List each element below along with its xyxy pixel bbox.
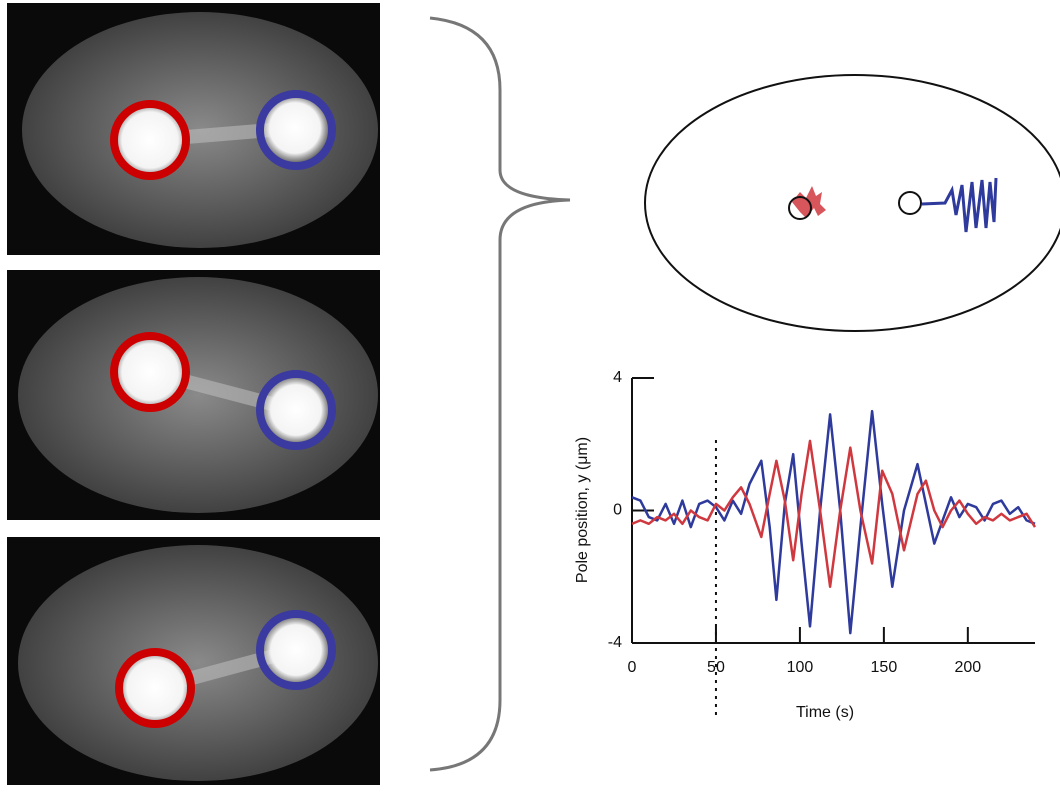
series-line bbox=[631, 439, 1037, 588]
trajectory-plot bbox=[644, 74, 1060, 332]
y-tick-label: 0 bbox=[613, 502, 622, 519]
series-line bbox=[631, 409, 1036, 635]
y-tick-label: -4 bbox=[608, 634, 622, 651]
micrograph bbox=[7, 3, 380, 255]
x-tick-label: 150 bbox=[871, 659, 898, 676]
y-tick-label: 4 bbox=[613, 369, 622, 386]
brace bbox=[429, 16, 571, 772]
x-tick-label: 0 bbox=[628, 659, 637, 676]
x-tick-label: 100 bbox=[787, 659, 814, 676]
x-tick-label: 50 bbox=[707, 659, 725, 676]
y-axis-label: Pole position, y (μm) bbox=[574, 437, 591, 583]
micrograph bbox=[7, 537, 380, 785]
line-chart: Time (s) Pole position, y (μm) -4 0 4 0 50 10… bbox=[574, 369, 1037, 721]
x-tick-label: 200 bbox=[954, 659, 981, 676]
x-axis-label: Time (s) bbox=[796, 704, 854, 721]
micrograph bbox=[7, 270, 380, 520]
